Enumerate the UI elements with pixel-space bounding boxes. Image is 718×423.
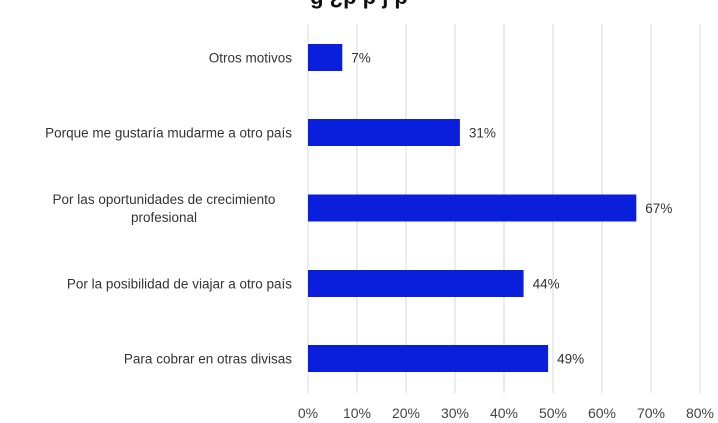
- x-tick-label: 40%: [490, 405, 518, 421]
- x-axis-ticks: 0% 10% 20% 30% 40% 50% 60% 70% 80%: [298, 405, 714, 421]
- category-label: Por la posibilidad de viajar a otro país: [67, 277, 292, 292]
- category-label: Por las oportunidades de crecimiento: [53, 192, 276, 207]
- category-label: Otros motivos: [209, 51, 293, 66]
- x-tick-label: 50%: [539, 405, 567, 421]
- data-label: 7%: [351, 51, 371, 66]
- x-tick-label: 80%: [686, 405, 714, 421]
- value-labels: 7% 31% 67% 44% 49%: [351, 51, 672, 367]
- data-label: 67%: [645, 201, 672, 216]
- x-tick-label: 20%: [392, 405, 420, 421]
- bar: [308, 44, 343, 71]
- x-tick-label: 60%: [588, 405, 616, 421]
- bar: [308, 194, 637, 222]
- data-label: 31%: [469, 126, 496, 141]
- bar: [308, 345, 549, 372]
- category-label: profesional: [131, 210, 197, 225]
- bar: [308, 119, 460, 146]
- data-label: 49%: [557, 352, 584, 367]
- category-label: Para cobrar en otras divisas: [124, 352, 292, 367]
- x-tick-label: 0%: [298, 405, 318, 421]
- x-tick-label: 10%: [343, 405, 371, 421]
- chart-title-group: g ¿p p j p: [310, 0, 408, 9]
- data-label: 44%: [533, 277, 560, 292]
- category-labels: Otros motivos Porque me gustaría mudarme …: [45, 51, 292, 367]
- x-tick-label: 30%: [441, 405, 469, 421]
- chart-title-fragment: g ¿p p j p: [310, 0, 408, 9]
- x-tick-label: 70%: [637, 405, 665, 421]
- bars: [308, 44, 637, 372]
- category-label: Porque me gustaría mudarme a otro país: [45, 126, 292, 141]
- bar: [308, 270, 524, 297]
